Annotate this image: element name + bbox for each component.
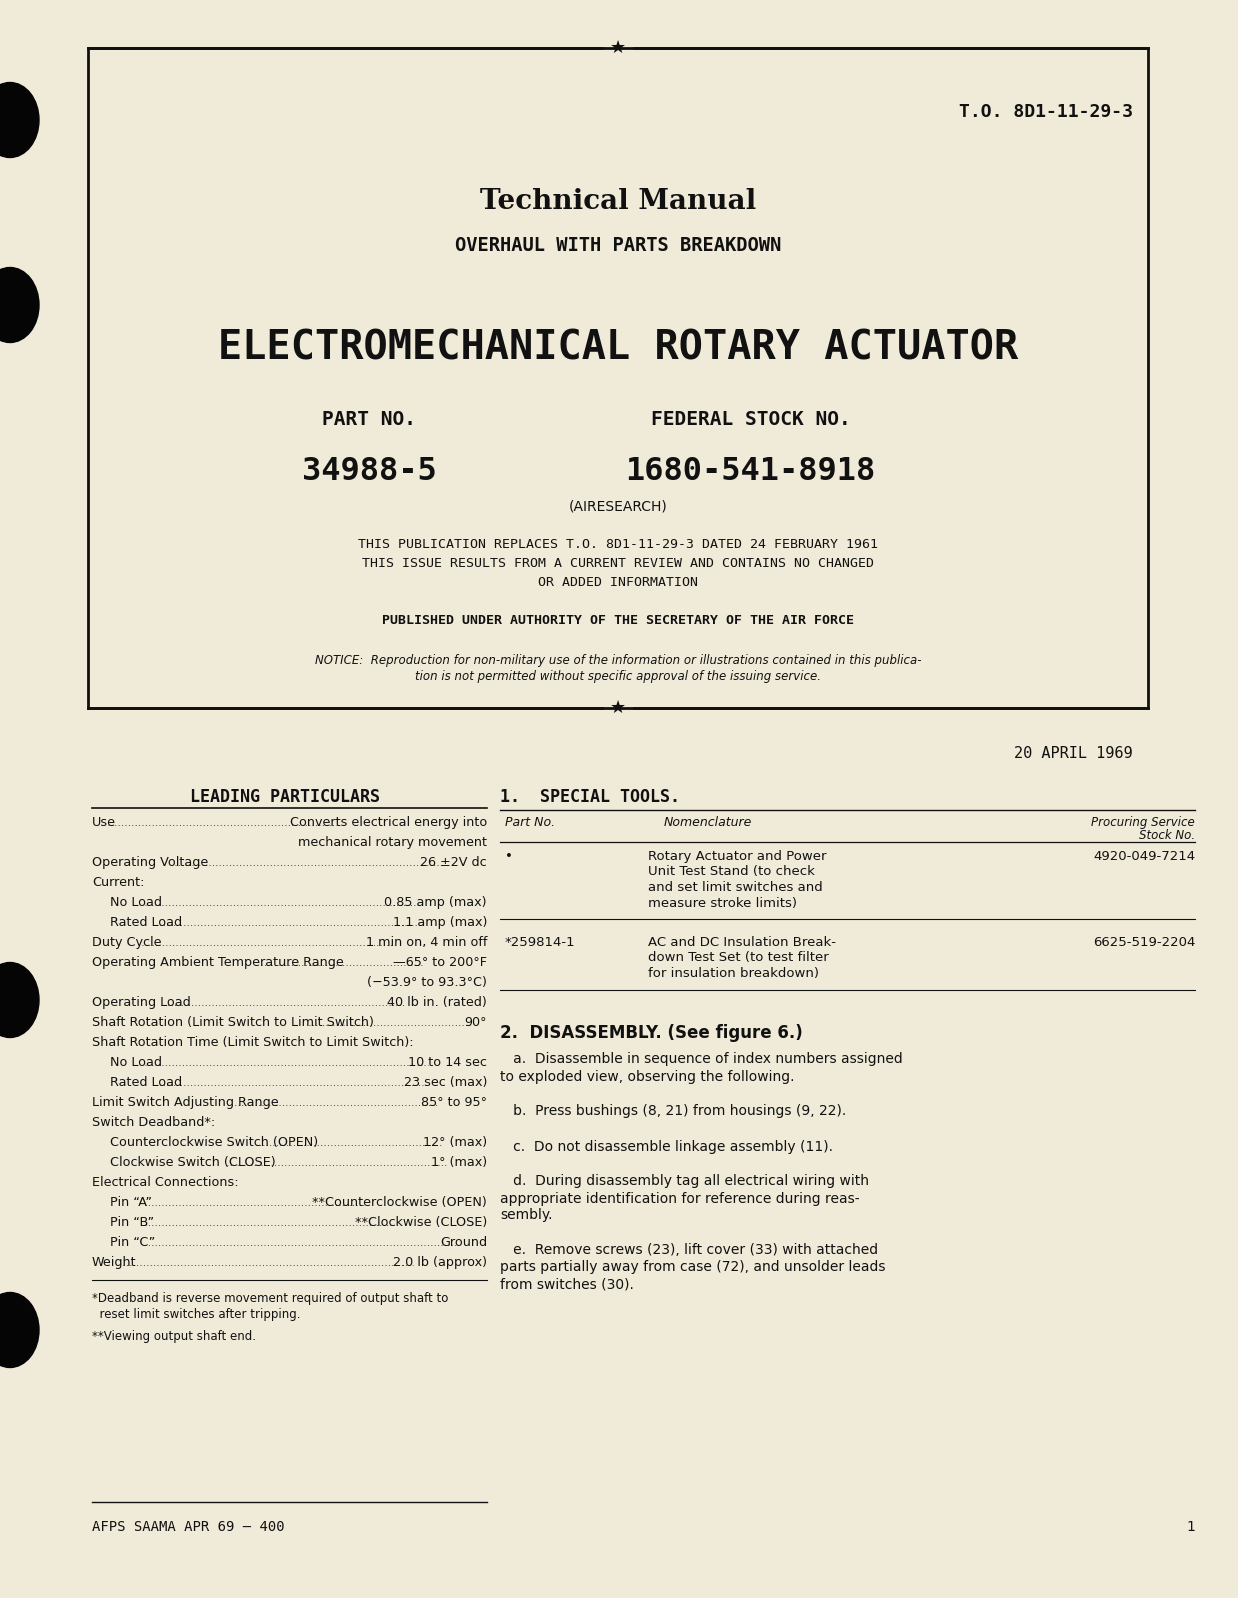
Text: *Deadband is reverse movement required of output shaft to: *Deadband is reverse movement required o… [92, 1293, 448, 1306]
Text: c.  Do not disassemble linkage assembly (11).: c. Do not disassemble linkage assembly (… [500, 1139, 833, 1154]
Text: Operating Voltage: Operating Voltage [92, 857, 208, 869]
Text: FEDERAL STOCK NO.: FEDERAL STOCK NO. [651, 411, 851, 428]
Text: LEADING PARTICULARS: LEADING PARTICULARS [189, 788, 380, 805]
Text: Rotary Actuator and Power: Rotary Actuator and Power [647, 850, 827, 863]
Text: Part No.: Part No. [505, 817, 555, 829]
Text: appropriate identification for reference during reas-: appropriate identification for reference… [500, 1192, 859, 1205]
Text: AC and DC Insulation Break-: AC and DC Insulation Break- [647, 936, 836, 949]
Text: Pin “C”: Pin “C” [110, 1235, 155, 1250]
Text: 26 ±2V dc: 26 ±2V dc [421, 857, 487, 869]
Ellipse shape [0, 267, 40, 342]
Text: OVERHAUL WITH PARTS BREAKDOWN: OVERHAUL WITH PARTS BREAKDOWN [454, 237, 781, 256]
Text: parts partially away from case (72), and unsolder leads: parts partially away from case (72), and… [500, 1261, 885, 1275]
Text: (AIRESEARCH): (AIRESEARCH) [568, 500, 667, 515]
Text: No Load: No Load [110, 896, 162, 909]
Text: 40 lb in. (rated): 40 lb in. (rated) [387, 996, 487, 1008]
Text: ★: ★ [610, 698, 626, 718]
Text: from switches (30).: from switches (30). [500, 1277, 634, 1291]
Text: THIS ISSUE RESULTS FROM A CURRENT REVIEW AND CONTAINS NO CHANGED: THIS ISSUE RESULTS FROM A CURRENT REVIEW… [361, 558, 874, 570]
Text: for insulation breakdown): for insulation breakdown) [647, 967, 820, 980]
Text: •: • [505, 850, 513, 863]
Text: d.  During disassembly tag all electrical wiring with: d. During disassembly tag all electrical… [500, 1175, 869, 1189]
Text: Limit Switch Adjusting Range: Limit Switch Adjusting Range [92, 1096, 279, 1109]
Text: ELECTROMECHANICAL ROTARY ACTUATOR: ELECTROMECHANICAL ROTARY ACTUATOR [218, 328, 1018, 368]
Text: 2.  DISASSEMBLY. (See figure 6.): 2. DISASSEMBLY. (See figure 6.) [500, 1024, 802, 1042]
Text: Procuring Service: Procuring Service [1091, 817, 1195, 829]
Text: (−53.9° to 93.3°C): (−53.9° to 93.3°C) [368, 976, 487, 989]
Text: 34988-5: 34988-5 [302, 455, 436, 487]
Text: 12° (max): 12° (max) [423, 1136, 487, 1149]
Text: Operating Load: Operating Load [92, 996, 191, 1008]
Ellipse shape [0, 962, 40, 1037]
Text: Electrical Connections:: Electrical Connections: [92, 1176, 239, 1189]
Text: 2.0 lb (approx): 2.0 lb (approx) [392, 1256, 487, 1269]
Text: OR ADDED INFORMATION: OR ADDED INFORMATION [539, 575, 698, 590]
Text: PART NO.: PART NO. [322, 411, 416, 428]
Text: and set limit switches and: and set limit switches and [647, 880, 823, 893]
Text: a.  Disassemble in sequence of index numbers assigned: a. Disassemble in sequence of index numb… [500, 1053, 903, 1066]
Text: Technical Manual: Technical Manual [480, 189, 756, 216]
Text: NOTICE:  Reproduction for non-military use of the information or illustrations c: NOTICE: Reproduction for non-military us… [314, 654, 921, 666]
Text: Stock No.: Stock No. [1139, 829, 1195, 842]
Text: 10 to 14 sec: 10 to 14 sec [409, 1056, 487, 1069]
Text: 0.85 amp (max): 0.85 amp (max) [385, 896, 487, 909]
Text: Current:: Current: [92, 876, 145, 888]
Text: mechanical rotary movement: mechanical rotary movement [298, 836, 487, 849]
Text: 1.  SPECIAL TOOLS.: 1. SPECIAL TOOLS. [500, 788, 680, 805]
Text: **Clockwise (CLOSE): **Clockwise (CLOSE) [355, 1216, 487, 1229]
Text: Duty Cycle: Duty Cycle [92, 936, 161, 949]
Text: 4920-049-7214: 4920-049-7214 [1093, 850, 1195, 863]
Text: 6625-519-2204: 6625-519-2204 [1093, 936, 1195, 949]
Text: 85° to 95°: 85° to 95° [421, 1096, 487, 1109]
Text: down Test Set (to test filter: down Test Set (to test filter [647, 951, 828, 965]
Text: 1.1 amp (max): 1.1 amp (max) [392, 916, 487, 928]
Text: Operating Ambient Temperature Range: Operating Ambient Temperature Range [92, 956, 344, 968]
Text: 1 min on, 4 min off: 1 min on, 4 min off [365, 936, 487, 949]
Text: e.  Remove screws (23), lift cover (33) with attached: e. Remove screws (23), lift cover (33) w… [500, 1243, 878, 1258]
Ellipse shape [0, 83, 40, 158]
Text: to exploded view, observing the following.: to exploded view, observing the followin… [500, 1069, 795, 1083]
Text: Nomenclature: Nomenclature [664, 817, 753, 829]
Text: No Load: No Load [110, 1056, 162, 1069]
Text: b.  Press bushings (8, 21) from housings (9, 22).: b. Press bushings (8, 21) from housings … [500, 1104, 847, 1119]
Text: THIS PUBLICATION REPLACES T.O. 8D1-11-29-3 DATED 24 FEBRUARY 1961: THIS PUBLICATION REPLACES T.O. 8D1-11-29… [358, 539, 878, 551]
Text: 90°: 90° [464, 1016, 487, 1029]
Text: PUBLISHED UNDER AUTHORITY OF THE SECRETARY OF THE AIR FORCE: PUBLISHED UNDER AUTHORITY OF THE SECRETA… [383, 614, 854, 626]
Text: 1680-541-8918: 1680-541-8918 [625, 455, 875, 487]
Text: 20 APRIL 1969: 20 APRIL 1969 [1014, 746, 1133, 761]
Text: Ground: Ground [439, 1235, 487, 1250]
Text: Counterclockwise Switch (OPEN): Counterclockwise Switch (OPEN) [110, 1136, 318, 1149]
Text: AFPS SAAMA APR 69 – 400: AFPS SAAMA APR 69 – 400 [92, 1520, 285, 1534]
Ellipse shape [0, 1293, 40, 1368]
Text: Converts electrical energy into: Converts electrical energy into [290, 817, 487, 829]
Text: 1° (max): 1° (max) [431, 1155, 487, 1170]
Text: **Viewing output shaft end.: **Viewing output shaft end. [92, 1330, 256, 1342]
Text: Weight: Weight [92, 1256, 136, 1269]
Text: Unit Test Stand (to check: Unit Test Stand (to check [647, 866, 815, 879]
Text: —65° to 200°F: —65° to 200°F [392, 956, 487, 968]
Text: measure stroke limits): measure stroke limits) [647, 896, 797, 909]
Text: tion is not permitted without specific approval of the issuing service.: tion is not permitted without specific a… [415, 670, 821, 682]
Text: Rated Load: Rated Load [110, 916, 182, 928]
Text: ★: ★ [610, 38, 626, 58]
Text: Pin “A”: Pin “A” [110, 1195, 152, 1210]
Text: Shaft Rotation (Limit Switch to Limit Switch): Shaft Rotation (Limit Switch to Limit Sw… [92, 1016, 374, 1029]
Text: Shaft Rotation Time (Limit Switch to Limit Switch):: Shaft Rotation Time (Limit Switch to Lim… [92, 1036, 413, 1048]
Text: *259814-1: *259814-1 [505, 936, 576, 949]
Text: Pin “B”: Pin “B” [110, 1216, 154, 1229]
Text: 23 sec (max): 23 sec (max) [404, 1075, 487, 1088]
Text: Rated Load: Rated Load [110, 1075, 182, 1088]
Text: 1: 1 [1186, 1520, 1195, 1534]
Text: reset limit switches after tripping.: reset limit switches after tripping. [92, 1309, 301, 1322]
Text: Switch Deadband*:: Switch Deadband*: [92, 1115, 215, 1130]
Bar [88, 48, 1148, 708]
Text: Clockwise Switch (CLOSE): Clockwise Switch (CLOSE) [110, 1155, 276, 1170]
Text: Use: Use [92, 817, 116, 829]
Text: sembly.: sembly. [500, 1208, 552, 1222]
Text: **Counterclockwise (OPEN): **Counterclockwise (OPEN) [312, 1195, 487, 1210]
Text: T.O. 8D1-11-29-3: T.O. 8D1-11-29-3 [959, 102, 1133, 121]
